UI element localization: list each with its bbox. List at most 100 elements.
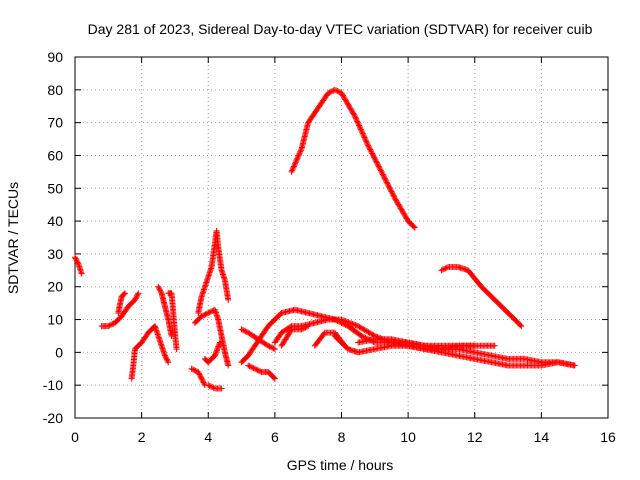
data-point [365,142,372,149]
data-point [216,339,223,346]
data-point [339,317,346,324]
data-point [403,215,410,222]
data-point [131,296,138,303]
data-point [329,88,336,95]
y-tick-label: 40 [47,213,63,229]
data-point [289,167,296,174]
data-point [371,154,378,161]
data-point [360,133,367,140]
data-point [245,362,252,369]
data-point [397,205,404,212]
data-point [339,92,346,99]
data-point [207,308,214,315]
data-point [392,196,399,203]
data-point [491,342,498,349]
data-point [371,155,378,162]
data-point [359,130,366,137]
series-arc-4 [128,339,145,382]
data-point [378,168,385,175]
data-point [399,207,406,214]
data-point [288,168,295,175]
data-point [342,96,349,103]
data-point [294,155,301,162]
data-point [292,160,299,167]
y-tick-label: 50 [47,180,63,196]
data-point [331,86,338,93]
data-point [156,286,163,293]
data-point [296,149,303,156]
data-point [265,342,272,349]
data-point [246,363,253,370]
data-point [373,158,380,165]
data-point [353,322,360,329]
data-point [353,117,360,124]
data-point [105,323,112,330]
data-point [74,259,81,266]
y-tick-label: 30 [47,246,63,262]
series-arc-22 [438,264,525,330]
data-point [189,366,196,373]
data-point [349,320,356,327]
data-point [401,211,408,218]
data-point [218,385,225,392]
data-point [298,326,305,333]
data-point [367,146,374,153]
series-arc-13 [238,306,478,366]
data-point [72,255,79,262]
data-point [395,201,402,208]
data-point [350,321,357,328]
data-point [360,131,367,138]
data-point [173,346,180,353]
data-point [293,158,300,165]
data-point [203,310,210,317]
y-tick-label: 60 [47,147,63,163]
data-point [373,159,380,166]
data-point [72,254,78,261]
data-point [195,369,202,376]
data-point [338,316,345,323]
data-point [341,95,348,102]
data-point [359,129,366,136]
data-point [225,296,232,303]
data-point [197,374,204,381]
data-point [385,183,392,190]
data-point [162,353,169,360]
data-point [196,371,203,378]
data-point [327,88,334,95]
data-point [354,119,361,126]
series-arc-5 [138,323,172,366]
data-point [164,357,171,364]
data-point [297,148,304,155]
data-point [134,291,141,298]
data-point [393,197,400,204]
data-point [340,93,347,100]
data-point [341,317,348,324]
data-point [402,214,409,221]
data-point [270,345,277,352]
data-point [382,176,389,183]
data-point [270,374,277,381]
data-point [391,193,398,200]
data-point [368,149,375,156]
data-point [389,191,396,198]
data-point [346,319,353,326]
data-point [253,366,260,373]
data-point [289,166,296,173]
data-point [363,139,370,146]
data-point [361,134,368,141]
x-axis-label: GPS time / hours [287,457,394,473]
data-point [571,362,578,369]
data-point [375,163,382,170]
data-point [345,102,352,109]
data-point [249,364,256,371]
x-tick-label: 0 [71,429,79,445]
data-point [267,344,274,351]
data-point [247,363,254,370]
series-arc-9 [195,227,232,316]
data-point [109,321,116,328]
data-point [242,328,249,335]
series-arc-21 [288,86,418,231]
data-point [209,384,216,391]
data-point [357,125,364,132]
data-point [210,384,217,391]
